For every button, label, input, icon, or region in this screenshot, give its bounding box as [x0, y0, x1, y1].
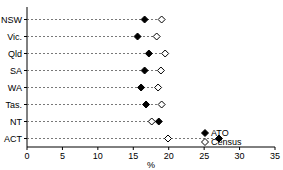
category-label: NSW	[1, 15, 23, 25]
y-tick	[24, 53, 27, 54]
category-label: NT	[10, 117, 22, 127]
legend: ATOCensus	[202, 128, 243, 147]
x-tick	[62, 147, 63, 150]
x-tick	[204, 147, 205, 150]
plot-area	[27, 16, 223, 142]
x-tick-label: 0	[24, 151, 29, 161]
x-tick-label: 5	[60, 151, 65, 161]
y-tick	[24, 19, 27, 20]
y-axis	[27, 7, 28, 147]
y-tick	[24, 138, 27, 139]
x-tick	[168, 147, 169, 150]
y-tick	[24, 70, 27, 71]
x-tick	[97, 147, 98, 150]
x-tick-label: 35	[270, 151, 280, 161]
leader-line	[27, 104, 162, 105]
chart: 0 5 10 15 20 25 30 35% NSW Vic. Qld SA WA Tas. NT ACT AT…	[0, 0, 283, 170]
dot	[155, 118, 162, 125]
dot	[134, 33, 141, 40]
dot	[155, 84, 162, 91]
y-tick	[24, 104, 27, 105]
category-label: WA	[8, 83, 22, 93]
dot	[158, 101, 165, 108]
dot	[158, 16, 165, 23]
category-label: ACT	[4, 134, 23, 144]
x-tick-label: 10	[93, 151, 103, 161]
dot	[145, 50, 152, 57]
dot	[141, 67, 148, 74]
x-tick	[239, 147, 240, 150]
leader-line	[27, 53, 165, 54]
leader-line	[27, 138, 219, 139]
x-axis-label: %	[147, 160, 155, 170]
legend-marker	[202, 139, 209, 146]
category-label: Tas.	[5, 100, 22, 110]
dot	[143, 101, 150, 108]
y-tick	[24, 121, 27, 122]
category-label: Vic.	[7, 32, 22, 42]
x-tick	[275, 147, 276, 150]
x-tick-label: 15	[128, 151, 138, 161]
dot	[138, 84, 145, 91]
category-label: Qld	[8, 49, 22, 59]
x-tick	[133, 147, 134, 150]
dot	[141, 16, 148, 23]
x-tick-label: 25	[199, 151, 209, 161]
dot	[153, 33, 160, 40]
category-label: SA	[10, 66, 22, 76]
dot	[148, 118, 155, 125]
leader-line	[27, 121, 159, 122]
y-tick	[24, 36, 27, 37]
dot	[165, 135, 172, 142]
dot	[162, 50, 169, 57]
x-tick-label: 20	[164, 151, 174, 161]
legend-marker	[202, 130, 209, 137]
dot	[157, 67, 164, 74]
legend-label: Census	[211, 137, 242, 147]
x-tick	[27, 147, 28, 150]
y-tick	[24, 87, 27, 88]
x-tick-label: 30	[235, 151, 245, 161]
